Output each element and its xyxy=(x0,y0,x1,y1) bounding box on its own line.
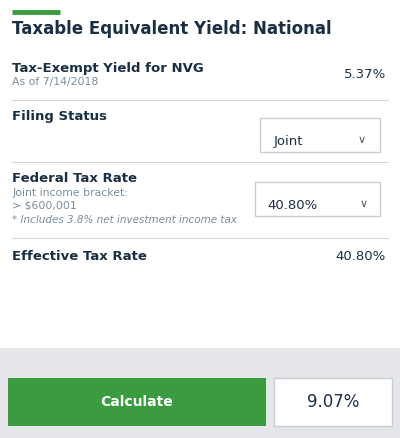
Text: Effective Tax Rate: Effective Tax Rate xyxy=(12,250,147,263)
FancyBboxPatch shape xyxy=(260,118,380,152)
FancyBboxPatch shape xyxy=(8,378,266,426)
Text: > $600,001: > $600,001 xyxy=(12,200,77,210)
FancyBboxPatch shape xyxy=(255,182,380,216)
Text: As of 7/14/2018: As of 7/14/2018 xyxy=(12,77,98,87)
Bar xyxy=(0,348,400,438)
Text: 40.80%: 40.80% xyxy=(336,250,386,263)
Text: 5.37%: 5.37% xyxy=(344,68,386,81)
FancyBboxPatch shape xyxy=(274,378,392,426)
Text: Taxable Equivalent Yield: National: Taxable Equivalent Yield: National xyxy=(12,20,332,38)
Text: Calculate: Calculate xyxy=(101,395,173,409)
Text: Federal Tax Rate: Federal Tax Rate xyxy=(12,172,137,185)
Text: * Includes 3.8% net investment income tax: * Includes 3.8% net investment income ta… xyxy=(12,215,237,225)
Text: ∨: ∨ xyxy=(360,199,368,209)
Text: Joint income bracket:: Joint income bracket: xyxy=(12,188,128,198)
Text: Filing Status: Filing Status xyxy=(12,110,107,123)
Text: Tax-Exempt Yield for NVG: Tax-Exempt Yield for NVG xyxy=(12,62,204,75)
Text: 9.07%: 9.07% xyxy=(307,393,359,411)
Text: Joint: Joint xyxy=(274,135,304,148)
Text: ∨: ∨ xyxy=(358,135,366,145)
Text: 40.80%: 40.80% xyxy=(267,199,317,212)
